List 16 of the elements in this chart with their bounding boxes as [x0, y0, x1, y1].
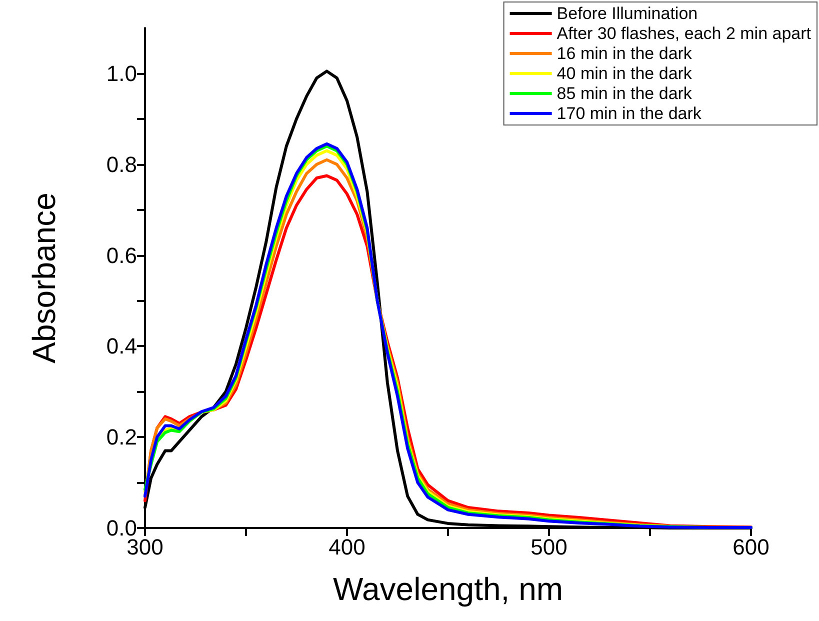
- legend-label: 170 min in the dark: [556, 104, 702, 123]
- x-tick-label: 600: [732, 534, 770, 560]
- legend-label: After 30 flashes, each 2 min apart: [556, 24, 812, 43]
- y-axis-title: Absorbance: [26, 192, 62, 364]
- legend-label: 16 min in the dark: [556, 44, 692, 63]
- y-tick-label: 0.4: [106, 334, 137, 359]
- legend-label: 40 min in the dark: [556, 64, 692, 83]
- x-tick-label: 400: [328, 534, 366, 560]
- x-axis-title: Wavelength, nm: [332, 571, 564, 607]
- x-tick-label: 500: [530, 534, 568, 560]
- y-tick-label: 1.0: [106, 60, 137, 86]
- legend-label: Before Illumination: [556, 4, 698, 23]
- y-tick-label: 0.8: [106, 152, 137, 177]
- y-tick-label: 0.2: [106, 424, 137, 450]
- legend-label: 85 min in the dark: [556, 84, 692, 103]
- y-tick-label: 0.6: [106, 242, 137, 268]
